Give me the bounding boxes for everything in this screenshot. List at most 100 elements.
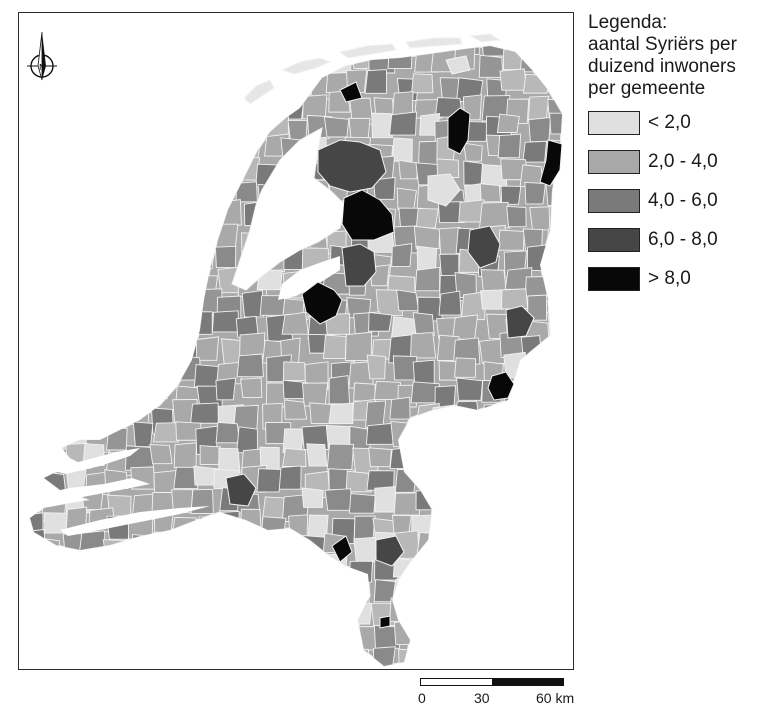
municipality xyxy=(65,46,89,49)
municipality xyxy=(149,76,169,98)
municipality xyxy=(481,554,504,579)
municipality xyxy=(112,360,136,387)
municipality xyxy=(108,605,132,625)
municipality xyxy=(398,159,418,180)
municipality xyxy=(36,339,59,366)
municipality xyxy=(89,310,111,333)
municipality xyxy=(175,292,200,315)
municipality xyxy=(30,512,44,542)
municipality xyxy=(389,446,415,469)
municipality xyxy=(481,622,504,644)
municipality xyxy=(368,447,392,468)
municipality xyxy=(502,465,524,491)
municipality xyxy=(189,140,215,166)
municipality xyxy=(410,332,437,359)
municipality xyxy=(543,535,562,562)
municipality xyxy=(146,267,171,293)
municipality xyxy=(259,539,284,565)
municipality xyxy=(40,665,63,666)
municipality xyxy=(481,641,505,666)
municipality xyxy=(279,602,301,629)
municipality xyxy=(564,187,591,211)
legend-label: 2,0 - 4,0 xyxy=(648,151,718,172)
municipality xyxy=(387,49,413,70)
municipality xyxy=(393,492,422,516)
municipality xyxy=(375,289,403,316)
municipality xyxy=(168,46,194,53)
municipality xyxy=(30,622,38,650)
municipality xyxy=(30,254,40,276)
municipality xyxy=(67,163,94,185)
municipality xyxy=(213,626,239,650)
municipality xyxy=(188,575,212,603)
municipality xyxy=(302,94,328,120)
municipality xyxy=(455,473,484,499)
municipality xyxy=(374,486,396,513)
municipality xyxy=(415,207,439,229)
municipality xyxy=(128,667,149,691)
municipality xyxy=(522,362,548,387)
municipality xyxy=(60,91,89,116)
municipality xyxy=(30,157,42,185)
municipality xyxy=(215,377,237,401)
municipality xyxy=(454,400,480,424)
municipality xyxy=(60,253,84,274)
municipality xyxy=(551,446,562,470)
municipality xyxy=(176,640,206,663)
municipality xyxy=(214,245,237,268)
municipality xyxy=(151,640,174,665)
municipality xyxy=(564,274,585,294)
municipality xyxy=(43,99,64,120)
municipality xyxy=(500,576,529,597)
municipality xyxy=(155,661,179,666)
municipality xyxy=(238,642,259,666)
municipality xyxy=(193,626,223,647)
municipality xyxy=(396,187,417,211)
municipality xyxy=(110,576,133,603)
municipality xyxy=(191,227,219,250)
municipality xyxy=(417,641,438,664)
municipality xyxy=(567,424,591,451)
municipality xyxy=(149,444,173,465)
municipality xyxy=(214,531,244,556)
scale-bar: 0 30 60 km xyxy=(418,678,588,718)
municipality xyxy=(82,290,111,314)
municipality xyxy=(41,183,63,208)
municipality xyxy=(523,517,553,543)
municipality xyxy=(43,399,68,423)
municipality xyxy=(126,119,154,145)
municipality xyxy=(154,48,176,72)
municipality xyxy=(389,596,418,622)
municipality xyxy=(152,46,178,53)
legend-swatch xyxy=(588,228,640,252)
municipality xyxy=(573,360,595,381)
municipality xyxy=(434,509,456,536)
municipality xyxy=(458,488,485,514)
municipality xyxy=(154,332,180,355)
municipality xyxy=(57,274,84,295)
municipality xyxy=(105,270,130,290)
municipality xyxy=(217,510,240,539)
municipality xyxy=(551,602,562,629)
municipality xyxy=(545,490,562,517)
municipality xyxy=(570,317,590,338)
municipality xyxy=(178,662,200,666)
municipality xyxy=(390,420,415,448)
legend-item: < 2,0 xyxy=(588,110,760,136)
municipality xyxy=(30,200,45,227)
municipality xyxy=(564,30,587,48)
municipality xyxy=(59,620,82,647)
municipality xyxy=(30,91,45,113)
municipality xyxy=(481,583,509,608)
municipality xyxy=(302,382,329,407)
municipality xyxy=(482,449,502,470)
municipality xyxy=(177,95,203,118)
municipality xyxy=(150,232,178,252)
municipality xyxy=(566,559,587,579)
municipality xyxy=(546,251,562,277)
municipality xyxy=(413,470,445,494)
municipality xyxy=(169,253,195,278)
municipality xyxy=(42,244,66,273)
municipality xyxy=(127,231,153,251)
municipality xyxy=(413,449,436,477)
